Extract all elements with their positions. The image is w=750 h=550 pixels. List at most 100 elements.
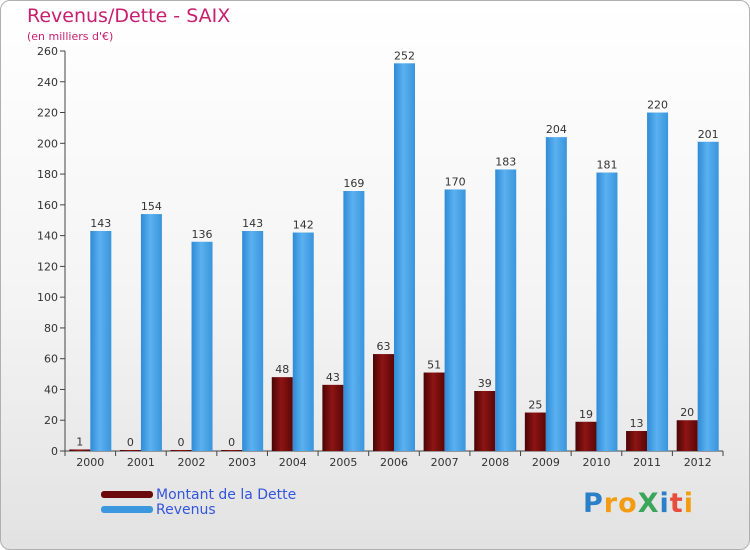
- value-label-dette: 13: [630, 417, 644, 430]
- value-label-revenus: 183: [495, 155, 516, 168]
- y-tick-label: 200: [37, 137, 58, 150]
- logo-letter: X: [637, 488, 660, 519]
- bar-dette: [474, 391, 496, 451]
- bar-revenus: [545, 137, 567, 451]
- bars: [69, 63, 719, 452]
- y-tick-label: 240: [37, 76, 58, 89]
- bar-dette: [69, 449, 91, 451]
- value-label-dette: 19: [579, 408, 593, 421]
- value-label-revenus: 181: [596, 159, 617, 172]
- bar-dette: [524, 412, 546, 451]
- bar-dette: [676, 420, 698, 451]
- bar-revenus: [394, 63, 415, 452]
- chart-subtitle: (en milliers d'€): [27, 30, 114, 43]
- bar-revenus: [242, 231, 264, 451]
- legend-label-revenus: Revenus: [156, 501, 216, 518]
- logo-letter: i: [659, 488, 670, 519]
- y-tick-label: 160: [37, 199, 58, 212]
- x-tick-label: 2004: [279, 456, 307, 469]
- y-tick-label: 100: [37, 291, 58, 304]
- x-tick-label: 2008: [481, 456, 509, 469]
- value-label-dette: 43: [326, 371, 340, 384]
- value-label-revenus: 252: [394, 49, 415, 62]
- logo-letter: o: [618, 488, 638, 519]
- legend-item-dette: Montant de la Dette: [101, 486, 297, 503]
- legend-swatch-dette: [101, 491, 153, 498]
- value-label-revenus: 170: [445, 175, 466, 188]
- y-tick-label: 40: [44, 383, 58, 396]
- x-tick-label: 2003: [228, 456, 256, 469]
- x-tick-label: 2006: [380, 456, 408, 469]
- y-tick-label: 140: [37, 230, 58, 243]
- value-label-dette: 51: [427, 359, 441, 372]
- proxiti-logo: ProXiti: [583, 488, 694, 519]
- bar-revenus: [697, 141, 719, 451]
- bar-dette: [322, 384, 344, 451]
- x-tick-label: 2007: [431, 456, 459, 469]
- value-label-revenus: 143: [242, 217, 263, 230]
- bar-revenus: [90, 231, 112, 451]
- y-tick-label: 120: [37, 260, 58, 273]
- x-tick-label: 2002: [178, 456, 206, 469]
- value-label-dette: 0: [228, 436, 235, 449]
- x-tick-label: 2000: [76, 456, 104, 469]
- labels: 1 143 0 154 0 136 0 143 48 142 43 169 63 252 51 170 39 18…: [76, 49, 718, 449]
- bar-dette: [170, 450, 192, 451]
- bar-revenus: [495, 169, 517, 451]
- value-label-revenus: 220: [647, 99, 668, 112]
- value-label-dette: 0: [178, 436, 185, 449]
- value-label-revenus: 143: [90, 217, 111, 230]
- y-tick-label: 220: [37, 107, 58, 120]
- value-label-dette: 1: [76, 435, 83, 448]
- bar-dette: [626, 431, 648, 451]
- value-label-dette: 20: [680, 406, 694, 419]
- bar-revenus: [191, 241, 213, 451]
- bar-dette: [373, 354, 394, 451]
- bar-revenus: [140, 214, 162, 451]
- value-label-revenus: 136: [192, 228, 213, 241]
- value-label-dette: 39: [478, 377, 492, 390]
- legend-item-revenus: Revenus: [101, 501, 296, 518]
- value-label-dette: 63: [377, 340, 391, 353]
- chart-title: Revenus/Dette - SAIX: [27, 5, 231, 27]
- logo-letter: P: [583, 488, 604, 519]
- value-label-revenus: 204: [546, 123, 567, 136]
- value-label-revenus: 154: [141, 200, 162, 213]
- y-tick-label: 80: [44, 322, 58, 335]
- logo-letter: i: [683, 488, 694, 519]
- value-label-dette: 48: [275, 363, 289, 376]
- value-label-revenus: 142: [293, 219, 314, 232]
- y-tick-label: 60: [44, 353, 58, 366]
- y-tick-label: 20: [44, 414, 58, 427]
- bar-dette: [423, 372, 445, 451]
- bar-revenus: [444, 189, 466, 451]
- bar-dette: [221, 450, 243, 451]
- legend-label-dette: Montant de la Dette: [156, 486, 297, 503]
- value-label-dette: 25: [528, 399, 542, 412]
- x-tick-label: 2001: [127, 456, 155, 469]
- y-tick-label: 0: [51, 445, 58, 458]
- x-tick-label: 2011: [633, 456, 661, 469]
- x-tick-label: 2009: [532, 456, 560, 469]
- value-label-dette: 0: [127, 436, 134, 449]
- x-tick-label: 2012: [684, 456, 712, 469]
- legend: Montant de la Dette Revenus: [101, 486, 297, 518]
- bar-revenus: [292, 232, 314, 451]
- bar-dette: [271, 377, 293, 451]
- bar-revenus: [596, 172, 618, 452]
- logo-letter: t: [669, 488, 684, 519]
- x-tick-label: 2005: [329, 456, 357, 469]
- x-tick-label: 2010: [582, 456, 610, 469]
- logo-letter: r: [603, 488, 619, 519]
- bar-revenus: [343, 191, 365, 451]
- bar-dette: [575, 421, 597, 451]
- y-tick-label: 180: [37, 168, 58, 181]
- bar-dette: [119, 450, 141, 451]
- y-tick-label: 260: [37, 45, 58, 58]
- value-label-revenus: 169: [343, 177, 364, 190]
- legend-swatch-revenus: [101, 506, 153, 513]
- value-label-revenus: 201: [698, 128, 719, 141]
- bar-revenus: [647, 112, 669, 452]
